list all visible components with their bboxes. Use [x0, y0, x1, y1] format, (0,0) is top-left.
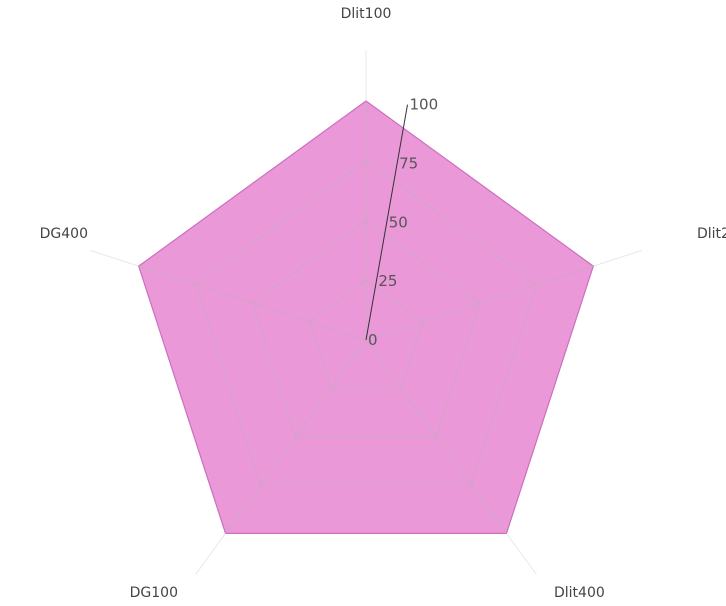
radial-tick-label: 50	[389, 213, 408, 231]
grid-spoke	[138, 265, 367, 341]
grid-spoke	[365, 339, 507, 534]
spoke-outer	[90, 249, 139, 267]
category-label-dlit100: Dlit100	[341, 6, 392, 22]
radial-tick-label: 0	[368, 331, 378, 349]
category-labels: Dlit100 Dlit200 Dlit400 DG100 DG400	[40, 6, 726, 601]
category-label-dg400: DG400	[40, 226, 88, 242]
spoke-outer	[506, 533, 537, 575]
outer-spokes	[90, 50, 642, 575]
radial-axis-line	[365, 104, 408, 341]
grid-ring	[195, 160, 537, 486]
grid-spoke	[225, 339, 367, 534]
radial-grid	[138, 101, 594, 534]
grid-ring	[251, 220, 481, 438]
radial-tick-labels: 0 25 50 75 100	[368, 96, 438, 349]
spoke-outer	[593, 249, 642, 267]
category-label-dg100: DG100	[130, 585, 178, 601]
radial-tick-label: 100	[410, 96, 439, 114]
grid-ring	[308, 279, 424, 389]
category-label-dlit200: Dlit200	[697, 226, 726, 242]
category-label-dlit400: Dlit400	[554, 585, 605, 601]
grid-spoke	[365, 265, 594, 341]
radial-tick-label: 75	[399, 154, 418, 172]
radial-tick-label: 25	[378, 272, 397, 290]
spoke-outer	[195, 533, 226, 575]
